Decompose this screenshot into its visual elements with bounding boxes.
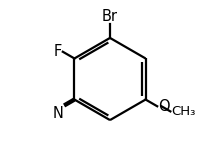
Text: O: O (158, 99, 169, 114)
Text: CH₃: CH₃ (171, 105, 195, 118)
Text: N: N (53, 106, 63, 121)
Text: Br: Br (102, 9, 118, 24)
Text: F: F (54, 44, 62, 59)
